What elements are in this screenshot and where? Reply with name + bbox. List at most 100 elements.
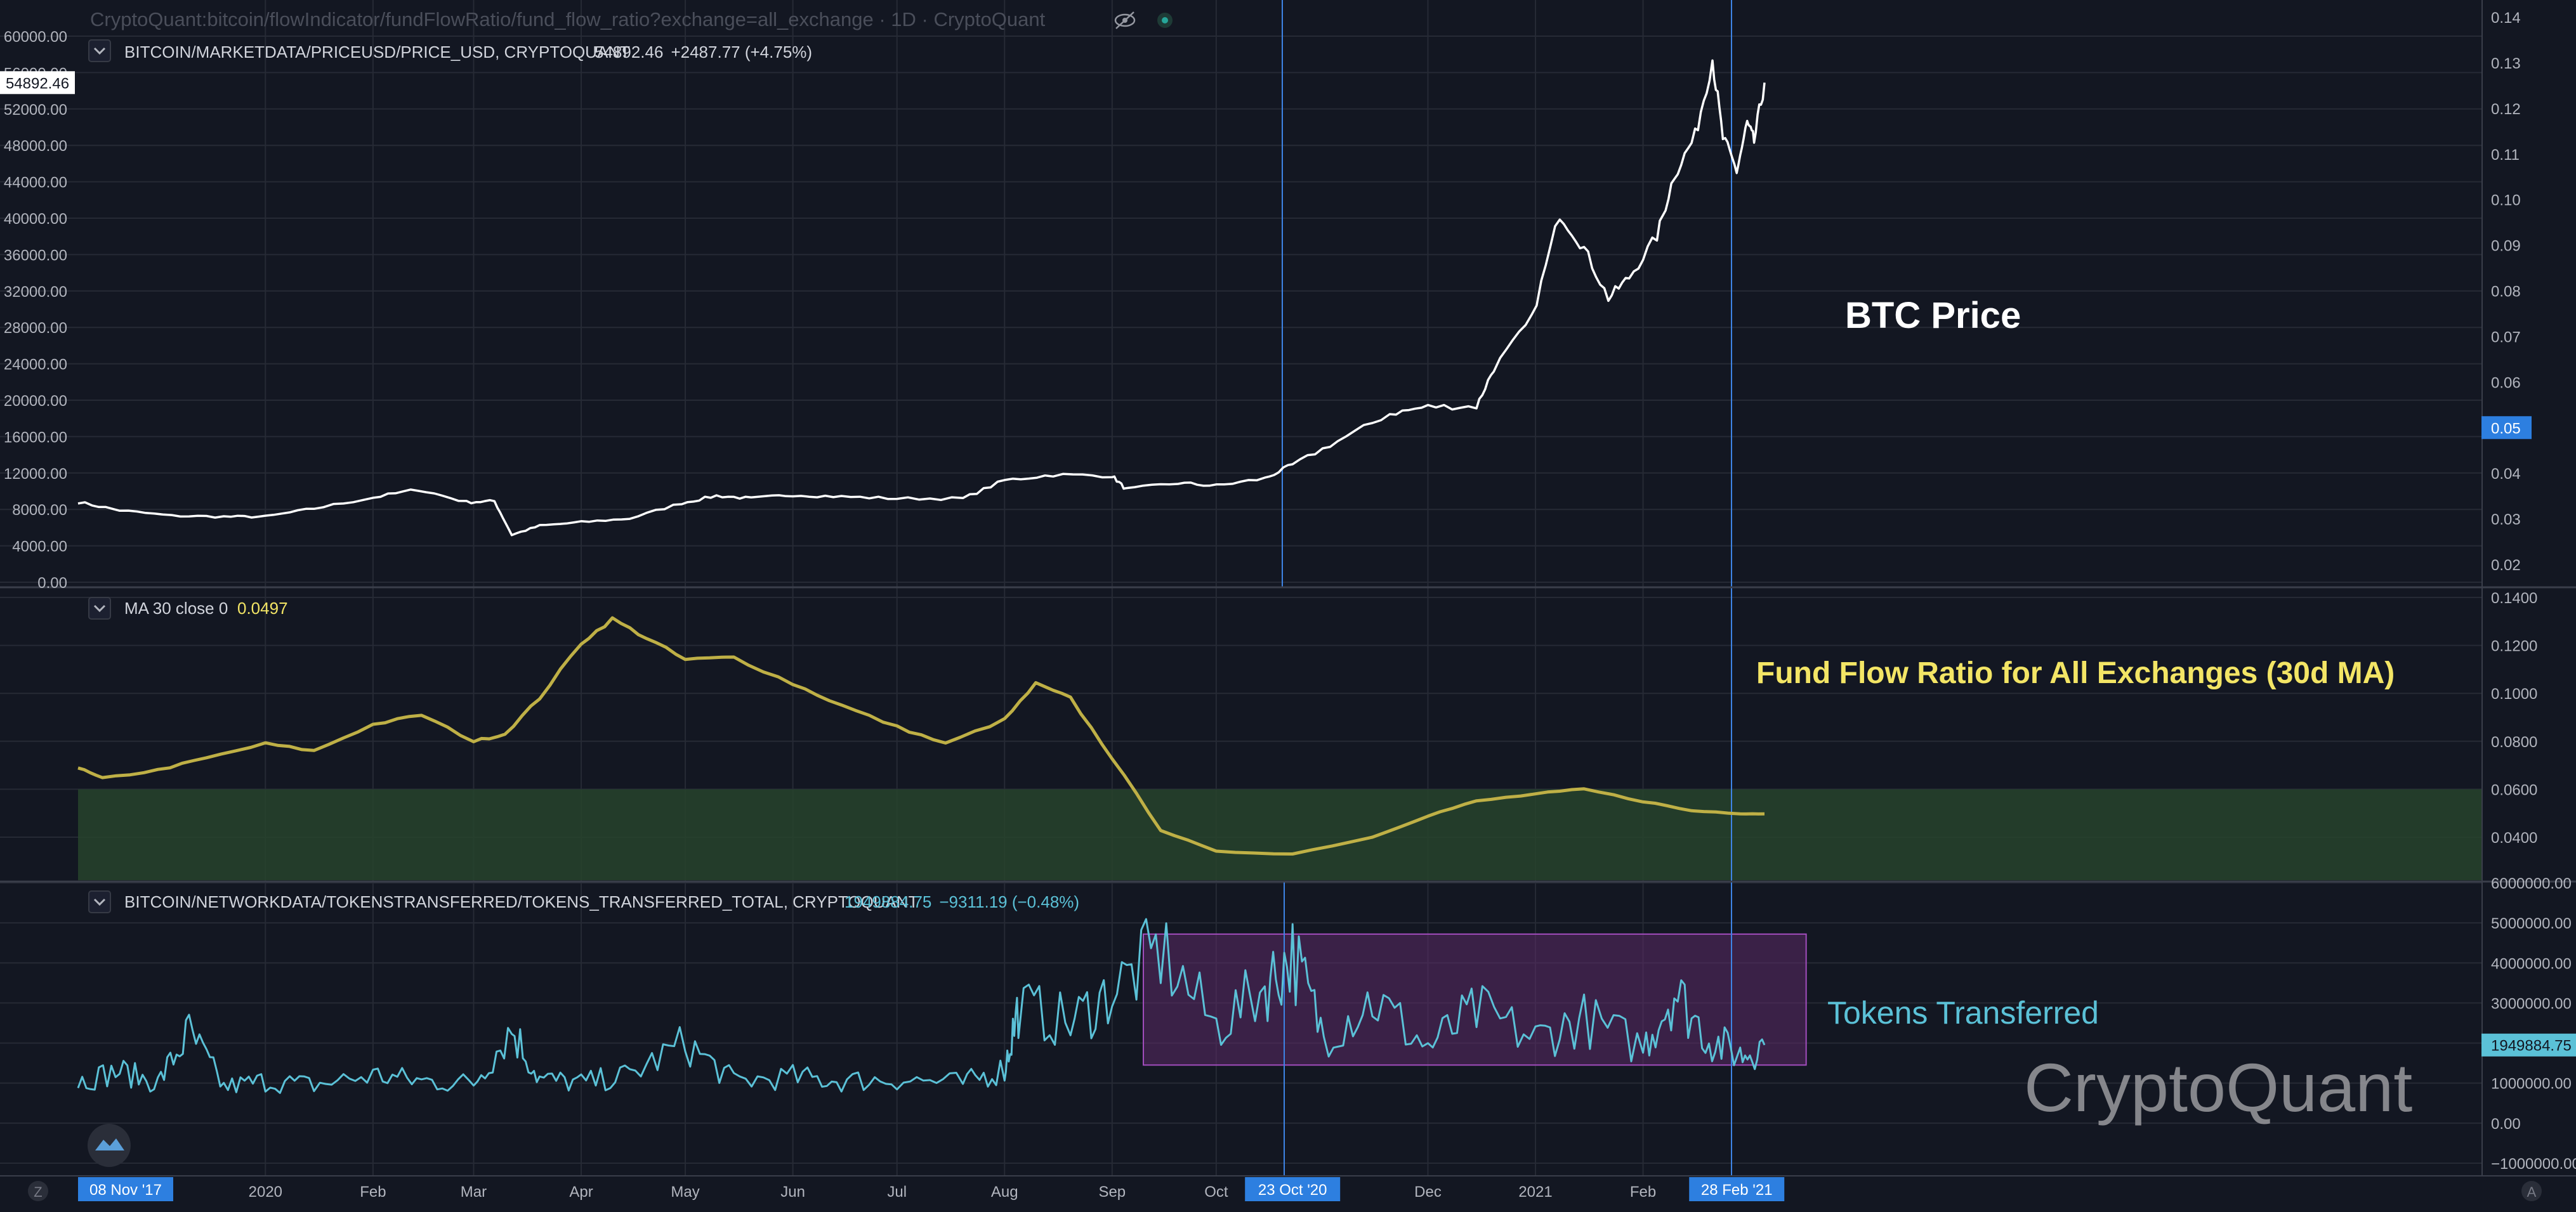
x-tick-label: 08 Nov '17 [89, 1182, 162, 1199]
ma-legend[interactable]: MA 30 close 0 0.0497 [88, 597, 288, 620]
x-tick-label: Sep [1098, 1183, 1126, 1201]
y-tick-label-ratio: 0.06 [2491, 374, 2521, 391]
y-tick-label-price: 12000.00 [4, 466, 67, 483]
price-last-value-label: 54892.46 [6, 75, 69, 92]
eye-hidden-icon[interactable] [1114, 11, 1136, 29]
x-tick-label: Oct [1204, 1183, 1228, 1201]
chart-symbol-header: CryptoQuant:bitcoin/flowIndicator/fundFl… [90, 8, 1046, 30]
x-tick-tag [1245, 1177, 1341, 1201]
y-tick-label-ratio: 0.08 [2491, 283, 2521, 301]
auto-scale-button[interactable] [2521, 1181, 2542, 1201]
y-tick-label-price: 60000.00 [4, 29, 67, 46]
cloud-logo-icon [95, 1138, 124, 1150]
y-tick-label-ratio: 0.12 [2491, 101, 2521, 118]
y-tick-label-price: 44000.00 [4, 174, 67, 192]
x-tick-label: 2021 [1518, 1183, 1552, 1201]
y-tick-label-ratio: 0.05 [2491, 420, 2521, 437]
y-tick-label-price: 32000.00 [4, 283, 67, 301]
app-logo-button[interactable] [88, 1124, 131, 1167]
x-tick-tag [78, 1177, 173, 1201]
y-tick-label-tokens: 6000000.00 [2491, 875, 2572, 892]
tokens-series-label: BITCOIN/NETWORKDATA/TOKENSTRANSFERRED/TO… [124, 892, 919, 911]
y-tick-label-price: 52000.00 [4, 101, 67, 119]
x-tick-label: Feb [1630, 1183, 1656, 1201]
x-tick-label: Feb [360, 1183, 386, 1201]
y-tick-label-ratio: 0.03 [2491, 511, 2521, 528]
ma-series-line [77, 616, 1765, 856]
price-series-value: 54892.46 +2487.77 (+4.75%) [595, 42, 812, 62]
y-tick-label-ma: 0.0800 [2491, 734, 2537, 751]
cryptoquant-watermark: CryptoQuant [2024, 1049, 2412, 1126]
chevron-down-icon [93, 898, 106, 906]
y-tick-label-ratio: 0.11 [2491, 147, 2520, 164]
y-tick-label-ma: 0.0400 [2491, 830, 2537, 847]
x-tick-label: 2020 [249, 1183, 282, 1201]
tokens-last-value-label: 1949884.75 [2491, 1038, 2572, 1055]
y-tick-label-price: 8000.00 [12, 502, 67, 519]
x-tick-tag [1689, 1177, 1785, 1201]
fund-flow-annotation: Fund Flow Ratio for All Exchanges (30d M… [1756, 656, 2395, 690]
y-tick-label-ratio: 0.10 [2491, 192, 2521, 209]
price-collapse-button[interactable] [88, 39, 111, 62]
y-tick-label-tokens: −1000000.00 [2491, 1156, 2576, 1173]
ma-series-value: 0.0497 [237, 599, 288, 618]
x-tick-label: Mar [461, 1183, 487, 1201]
x-tick-label: Jun [780, 1183, 805, 1201]
y-tick-label-tokens: 5000000.00 [2491, 915, 2572, 932]
x-tick-label: Dec [1414, 1183, 1442, 1201]
y-tick-label-tokens: 0.00 [2491, 1116, 2521, 1133]
tokens-series-value: 1949884.75 −9311.19 (−0.48%) [844, 892, 1079, 911]
y-tick-label-price: 28000.00 [4, 320, 67, 337]
tokens-collapse-button[interactable] [88, 890, 111, 913]
price-last-value-tag [0, 71, 75, 94]
x-tick-label: Apr [569, 1183, 593, 1201]
price-series-label: BITCOIN/MARKETDATA/PRICEUSD/PRICE_USD, C… [124, 42, 630, 62]
y-tick-label-ratio: 0.09 [2491, 238, 2521, 255]
chevron-down-icon [93, 604, 106, 613]
y-tick-label-ma: 0.0600 [2491, 781, 2537, 798]
x-tick-label: 28 Feb '21 [1701, 1182, 1773, 1199]
y-tick-label-ratio: 0.04 [2491, 466, 2521, 483]
y-tick-label-tokens: 1000000.00 [2491, 1076, 2572, 1093]
y-tick-label-ratio: 0.14 [2491, 10, 2521, 27]
y-tick-label-price: 4000.00 [12, 538, 67, 556]
tokens-series-line [77, 918, 1766, 1094]
price-legend[interactable]: BITCOIN/MARKETDATA/PRICEUSD/PRICE_USD, C… [88, 39, 812, 62]
x-tick-label: Aug [991, 1183, 1018, 1201]
x-tick-label: 23 Oct '20 [1258, 1182, 1327, 1199]
chevron-down-icon [93, 47, 106, 55]
corner-right-glyph: A [2527, 1184, 2537, 1200]
y-tick-label-price: 36000.00 [4, 247, 67, 264]
y-tick-label-price: 48000.00 [4, 138, 67, 155]
y-tick-label-ma: 0.1400 [2491, 590, 2537, 607]
y-tick-label-tokens: 3000000.00 [2491, 995, 2572, 1012]
status-dot-icon [1157, 13, 1173, 28]
y-tick-label-ratio: 0.02 [2491, 557, 2521, 574]
y-tick-label-ma: 0.1000 [2491, 686, 2537, 703]
ma-collapse-button[interactable] [88, 597, 111, 620]
y-tick-label-tokens: 4000000.00 [2491, 955, 2572, 972]
y-tick-label-price: 0.00 [37, 575, 67, 592]
y-tick-label-price: 16000.00 [4, 429, 67, 446]
price-series-line [77, 59, 1766, 537]
axis-labels: 08 Nov '17 2020 Feb Mar Apr May Jun Jul Aug Sep Oc… [0, 10, 2576, 1201]
x-tick-label: Jul [887, 1183, 907, 1201]
tokens-highlight-box [1143, 933, 1807, 1066]
tokens-transferred-annotation: Tokens Transferred [1827, 995, 2099, 1031]
y-tick-label-ratio: 0.07 [2491, 329, 2521, 346]
y-tick-label-price: 24000.00 [4, 356, 67, 374]
right-axis-marker-tag [2481, 416, 2532, 440]
fund-flow-low-zone [78, 789, 2482, 880]
x-tick-label: May [671, 1183, 699, 1201]
y-tick-label-ratio: 0.13 [2491, 55, 2521, 72]
series-lines [77, 59, 1766, 1094]
tokens-legend[interactable]: BITCOIN/NETWORKDATA/TOKENSTRANSFERRED/TO… [88, 890, 1079, 913]
highlight-zones [78, 789, 2482, 1066]
ma-series-label: MA 30 close 0 [124, 599, 228, 618]
timezone-button[interactable] [28, 1181, 48, 1201]
y-tick-label-price: 40000.00 [4, 211, 67, 228]
btc-price-annotation: BTC Price [1845, 295, 2021, 336]
tokens-last-value-tag [2481, 1033, 2576, 1057]
